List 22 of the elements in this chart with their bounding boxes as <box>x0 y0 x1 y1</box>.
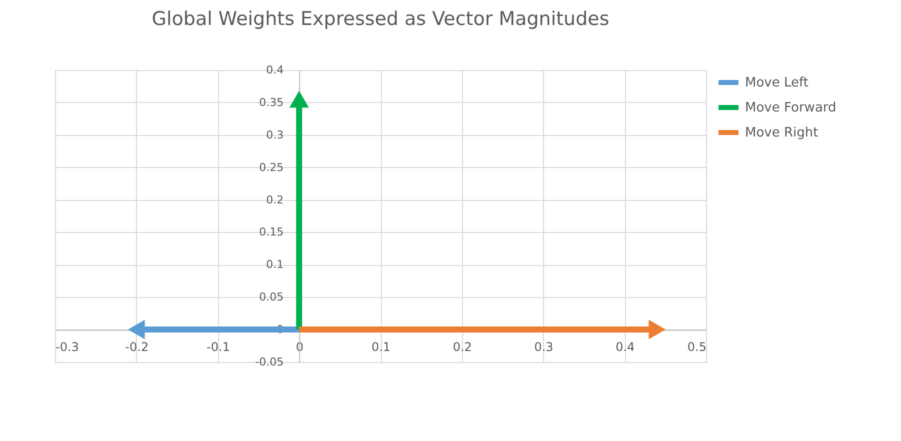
y-tick-label: 0.3 <box>266 128 284 142</box>
x-tick-label: -0.2 <box>125 340 149 354</box>
y-tick-label: 0.4 <box>266 64 284 76</box>
legend-label: Move Left <box>745 76 808 90</box>
y-tick-label: 0.05 <box>259 290 284 304</box>
x-tick-label: 0.4 <box>616 340 635 354</box>
x-tick-label: 0.5 <box>687 340 706 354</box>
y-tick-label: 0.25 <box>259 160 284 174</box>
x-tick-label: 0.2 <box>452 340 472 354</box>
legend-label: Move Forward <box>745 100 836 116</box>
x-tick-label: -0.3 <box>56 340 79 354</box>
y-tick-label: 0.35 <box>259 96 284 109</box>
x-tick-label: 0 <box>296 340 304 354</box>
y-tick-label: 0.1 <box>266 258 284 272</box>
y-tick-label: 0.15 <box>259 226 284 239</box>
chart-title: Global Weights Expressed as Vector Magnitudes <box>152 8 610 30</box>
x-tick-label: 0.1 <box>371 340 391 354</box>
y-tick-label: 0.2 <box>266 193 284 206</box>
y-tick-label: -0.05 <box>255 356 284 368</box>
legend-label: Move Right <box>745 126 818 140</box>
x-tick-label: 0.3 <box>534 340 554 354</box>
x-tick-label: -0.1 <box>206 340 230 354</box>
